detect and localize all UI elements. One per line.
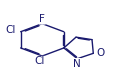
Text: F: F [39, 14, 45, 24]
Text: Cl: Cl [34, 56, 45, 66]
Text: N: N [73, 59, 81, 69]
Text: Cl: Cl [6, 25, 16, 35]
Text: O: O [97, 48, 105, 58]
